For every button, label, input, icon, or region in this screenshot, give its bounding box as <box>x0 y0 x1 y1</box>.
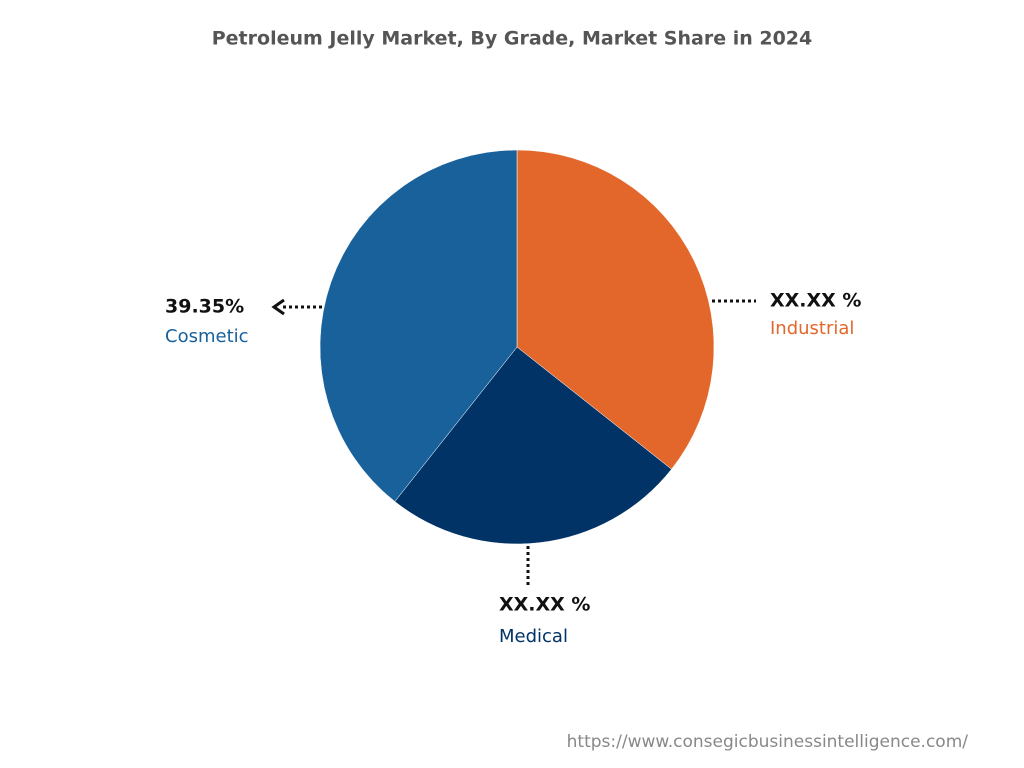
value-label: 39.35% <box>165 296 244 318</box>
category-label: Medical <box>499 626 568 647</box>
pie-slice <box>516 149 715 470</box>
pie-slice <box>394 346 672 545</box>
chart-title: Petroleum Jelly Market, By Grade, Market… <box>212 28 813 50</box>
value-label: XX.XX % <box>770 290 861 312</box>
leader-arrow <box>271 298 285 316</box>
pie-slice <box>319 149 518 502</box>
category-label: Industrial <box>770 318 854 339</box>
value-label: XX.XX % <box>499 594 590 616</box>
category-label: Cosmetic <box>165 326 249 347</box>
source: https://www.consegicbusinessintelligence… <box>567 732 969 752</box>
